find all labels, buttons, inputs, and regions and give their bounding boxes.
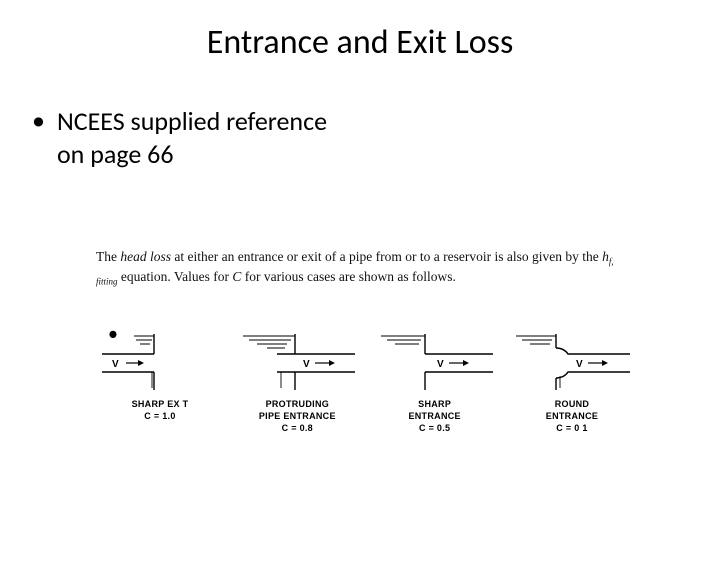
diagram-protruding: V PROTRUDING PIPE ENTRANCE C = 0.8 (233, 332, 361, 434)
protruding-svg: V (237, 332, 357, 392)
para-mid2: equation. Values for (118, 269, 233, 284)
caption-line: ENTRANCE (546, 410, 598, 422)
para-mid1: at either an entrance or exit of a pipe … (171, 249, 602, 264)
sharp-entrance-svg: V (375, 332, 495, 392)
bullet-block: • NCEES supplied reference on page 66 (32, 105, 720, 170)
caption-line: C = 0.8 (259, 422, 336, 434)
v-label: V (576, 359, 583, 370)
para-pre: The (96, 249, 120, 264)
diagram-round-entrance: V ROUND ENTRANCE C = 0 1 (508, 332, 636, 434)
para-end: for various cases are shown as follows. (241, 269, 455, 284)
para-hf-h: h (602, 249, 609, 264)
bullet-marker: • (32, 105, 45, 136)
caption-line: C = 1.0 (132, 410, 189, 422)
caption-sharp-exit: SHARP EX T C = 1.0 (132, 398, 189, 422)
sharp-exit-svg: V (100, 332, 220, 392)
caption-protruding: PROTRUDING PIPE ENTRANCE C = 0.8 (259, 398, 336, 434)
caption-line: PROTRUDING (259, 398, 336, 410)
page-title: Entrance and Exit Loss (0, 22, 720, 63)
diagram-sharp-entrance: V SHARP ENTRANCE C = 0.5 (371, 332, 499, 434)
caption-sharp-entrance: SHARP ENTRANCE C = 0.5 (408, 398, 460, 434)
diagram-row: V SHARP EX T C = 1.0 V (96, 332, 636, 434)
v-label: V (112, 359, 119, 370)
caption-round-entrance: ROUND ENTRANCE C = 0 1 (546, 398, 598, 434)
para-headloss: head loss (120, 249, 171, 264)
bullet-line-2: on page 66 (57, 138, 327, 171)
caption-line: ENTRANCE (408, 410, 460, 422)
v-label: V (303, 359, 310, 370)
figure-paragraph: The head loss at either an entrance or e… (96, 248, 636, 289)
caption-line: C = 0.5 (408, 422, 460, 434)
diagram-sharp-exit: V SHARP EX T C = 1.0 (96, 332, 224, 434)
caption-line: PIPE ENTRANCE (259, 410, 336, 422)
caption-line: C = 0 1 (546, 422, 598, 434)
caption-line: SHARP (408, 398, 460, 410)
round-entrance-svg: V (512, 332, 632, 392)
v-label: V (437, 359, 444, 370)
caption-line: ROUND (546, 398, 598, 410)
figure-area: The head loss at either an entrance or e… (96, 248, 636, 289)
caption-line: SHARP EX T (132, 398, 189, 410)
bullet-line-1: NCEES supplied reference (57, 105, 327, 138)
